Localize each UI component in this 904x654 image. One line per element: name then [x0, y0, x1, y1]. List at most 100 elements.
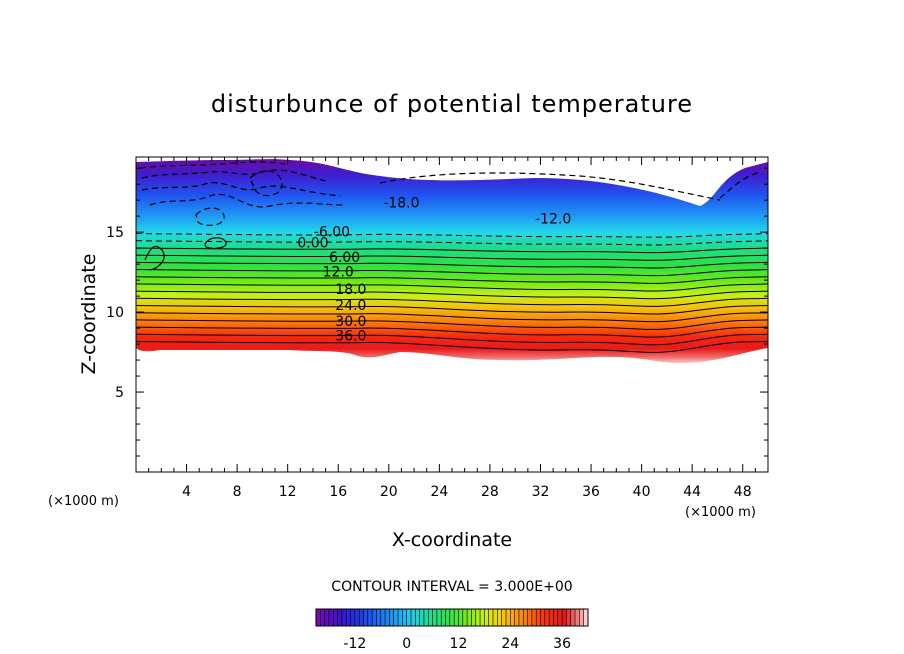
colorbar-frame: [315, 608, 589, 627]
colorbar-swatch: [536, 609, 541, 626]
colorbar-tick-label: 24: [501, 636, 519, 652]
contour-line: [136, 283, 768, 292]
contour-line: [136, 333, 768, 346]
y-axis-ticks: [136, 167, 768, 457]
contour-line: [136, 305, 768, 315]
colored-band-area: [136, 159, 768, 363]
colorbar-swatch: [583, 609, 589, 626]
chart-title: disturbunce of potential temperature: [211, 90, 693, 118]
x-unit-left: (×1000 m): [48, 494, 119, 509]
y-axis-label: Z-coordinate: [78, 254, 100, 375]
contour-line: [136, 312, 768, 323]
contour-line: [136, 340, 768, 353]
colorbar-swatch: [389, 609, 395, 626]
colorbar-swatch: [553, 609, 559, 626]
colorbar-swatch: [372, 609, 377, 626]
colorbar-swatch: [341, 609, 347, 626]
x-tick-label: 4: [182, 484, 191, 500]
contour-interval-note: CONTOUR INTERVAL = 3.000E+00: [331, 579, 572, 595]
colorbar-tick-label: 0: [402, 636, 411, 652]
colorbar-swatch: [333, 609, 338, 626]
contour-label: -6.00: [314, 224, 350, 240]
colorbar-swatch: [316, 609, 321, 626]
colorbar-swatch: [462, 609, 468, 626]
colorbar-swatch: [488, 609, 494, 626]
x-axis-ticks: [148, 157, 756, 472]
colorbar-swatch: [540, 609, 546, 626]
contour-line: [136, 254, 768, 261]
colorbar-swatch: [328, 609, 334, 626]
colorbar-swatch: [493, 609, 498, 626]
upper-turbulence-lines: [139, 161, 761, 226]
contour-line: [136, 319, 768, 330]
colorbar-swatch: [423, 609, 429, 626]
contour-line: [136, 269, 768, 277]
colorbar-swatch: [454, 609, 459, 626]
colorbar-swatch: [480, 609, 485, 626]
contour-line: [136, 276, 768, 284]
colorbar-swatch: [449, 609, 455, 626]
colorbar-swatch: [562, 609, 567, 626]
colorbar-swatch: [324, 609, 330, 626]
colorbar-swatch: [436, 609, 442, 626]
y-tick-label: 5: [115, 385, 124, 401]
colorbar-swatch: [531, 609, 537, 626]
colorbar-swatch: [514, 609, 520, 626]
colorbar-swatch: [501, 609, 507, 626]
upper-cell-contours: [144, 237, 227, 271]
contour-line: [136, 326, 768, 338]
colorbar-tick-label: 36: [553, 636, 571, 652]
x-tick-label: 40: [633, 484, 651, 500]
colorbar-swatch: [354, 609, 360, 626]
colorbar-swatch: [398, 609, 403, 626]
colorbar-swatch: [415, 609, 421, 626]
colorbar-swatch: [544, 609, 550, 626]
colorbar-swatch: [359, 609, 364, 626]
colorbar-swatch: [428, 609, 433, 626]
x-tick-label: 48: [734, 484, 752, 500]
colorbar-swatch: [475, 609, 481, 626]
contour-line: [136, 297, 768, 307]
colorbar-swatch: [497, 609, 503, 626]
colorbar-swatch: [419, 609, 425, 626]
colorbar-swatch: [557, 609, 563, 626]
colorbar-swatch: [380, 609, 386, 626]
colorbar-swatch: [385, 609, 390, 626]
x-tick-label: 12: [279, 484, 297, 500]
colorbar-swatch: [467, 609, 472, 626]
x-unit-right: (×1000 m): [685, 505, 756, 520]
y-tick-labels: 5 10 15: [106, 225, 124, 401]
colorbar-swatch: [350, 609, 356, 626]
x-tick-label: 16: [329, 484, 347, 500]
temperature-field: [136, 159, 768, 363]
y-tick-label: 15: [106, 225, 124, 241]
colorbar: [315, 608, 589, 627]
contour-label: 12.0: [323, 264, 354, 280]
colorbar-swatch: [579, 609, 585, 626]
colorbar-tick-label: 12: [450, 636, 468, 652]
colorbar-swatch: [432, 609, 438, 626]
contour-label: 36.0: [335, 328, 366, 344]
contour-line: [136, 261, 768, 269]
colorbar-swatch: [458, 609, 464, 626]
x-tick-labels: 4 8 12 16 20 24 28 32 36 40 44 48: [182, 484, 752, 500]
colorbar-swatch: [337, 609, 343, 626]
colorbar-swatch: [363, 609, 369, 626]
colorbar-swatch: [549, 609, 554, 626]
contour-label: 6.00: [329, 250, 360, 266]
colorbar-swatch: [441, 609, 446, 626]
colorbar-swatch: [518, 609, 524, 626]
contour-line: [136, 290, 768, 300]
colorbar-swatch: [393, 609, 399, 626]
contour-label: 18.0: [335, 282, 366, 298]
contour-label: 0.00: [297, 236, 328, 252]
colorbar-tick-label: -12: [343, 636, 366, 652]
contour-lines: [136, 233, 768, 353]
x-tick-label: 32: [532, 484, 550, 500]
colorbar-swatch: [376, 609, 382, 626]
x-tick-label: 20: [380, 484, 398, 500]
colorbar-swatch: [406, 609, 412, 626]
contour-label: -18.0: [383, 196, 419, 212]
